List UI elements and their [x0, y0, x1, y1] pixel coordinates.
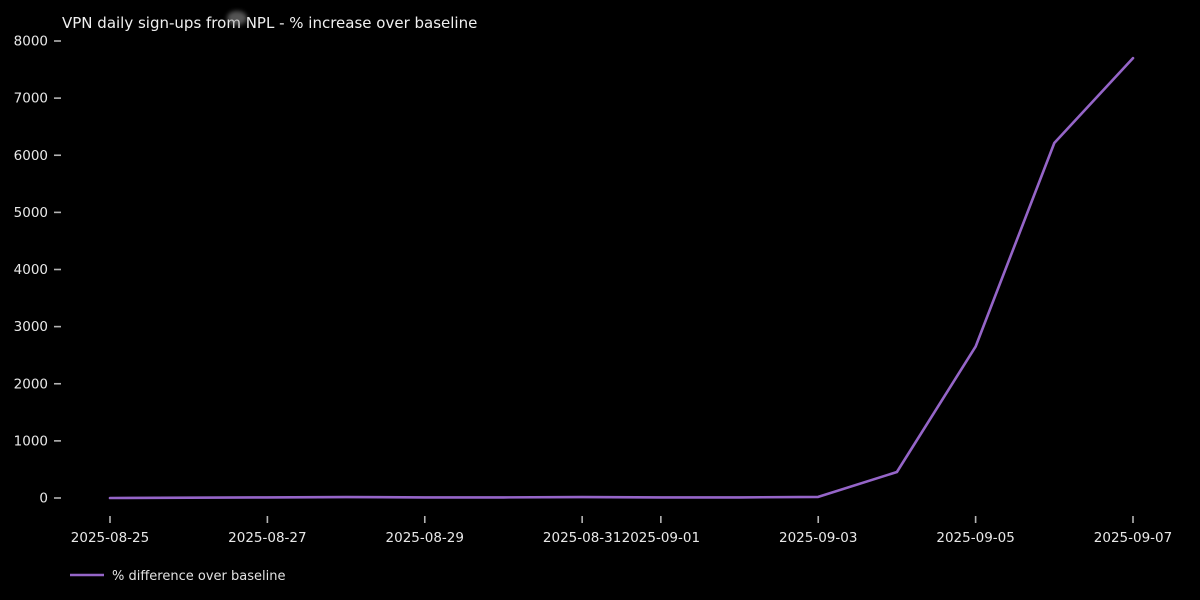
y-tick-label: 7000 [14, 91, 48, 107]
y-tick-label: 8000 [14, 34, 48, 50]
x-tick-label: 2025-09-07 [1094, 530, 1172, 546]
legend-label: % difference over baseline [112, 569, 285, 584]
y-tick-label: 0 [39, 491, 48, 507]
chart-title: VPN daily sign-ups from NPL - % increase… [62, 14, 477, 32]
y-tick-label: 6000 [14, 148, 48, 164]
x-tick-label: 2025-08-25 [71, 530, 149, 546]
cursor-artifact [227, 11, 247, 25]
x-tick-label: 2025-08-31 [543, 530, 621, 546]
y-tick-label: 3000 [14, 319, 48, 335]
series-line [108, 56, 1135, 500]
legend: % difference over baseline [70, 569, 285, 584]
x-tick-label: 2025-09-03 [779, 530, 857, 546]
x-tick-label: 2025-08-27 [228, 530, 306, 546]
x-tick-label: 2025-09-01 [622, 530, 700, 546]
x-axis-ticks: 2025-08-25 2025-08-27 2025-08-29 2025-08-31… [71, 516, 1172, 546]
y-axis-ticks: 0 1000 2000 3000 4000 5000 6000 7000 8000 [14, 34, 61, 507]
y-tick-label: 1000 [14, 433, 48, 449]
x-tick-label: 2025-09-05 [936, 530, 1014, 546]
y-tick-label: 5000 [14, 205, 48, 221]
y-tick-label: 4000 [14, 262, 48, 278]
y-tick-label: 2000 [14, 376, 48, 392]
x-tick-label: 2025-08-29 [386, 530, 464, 546]
